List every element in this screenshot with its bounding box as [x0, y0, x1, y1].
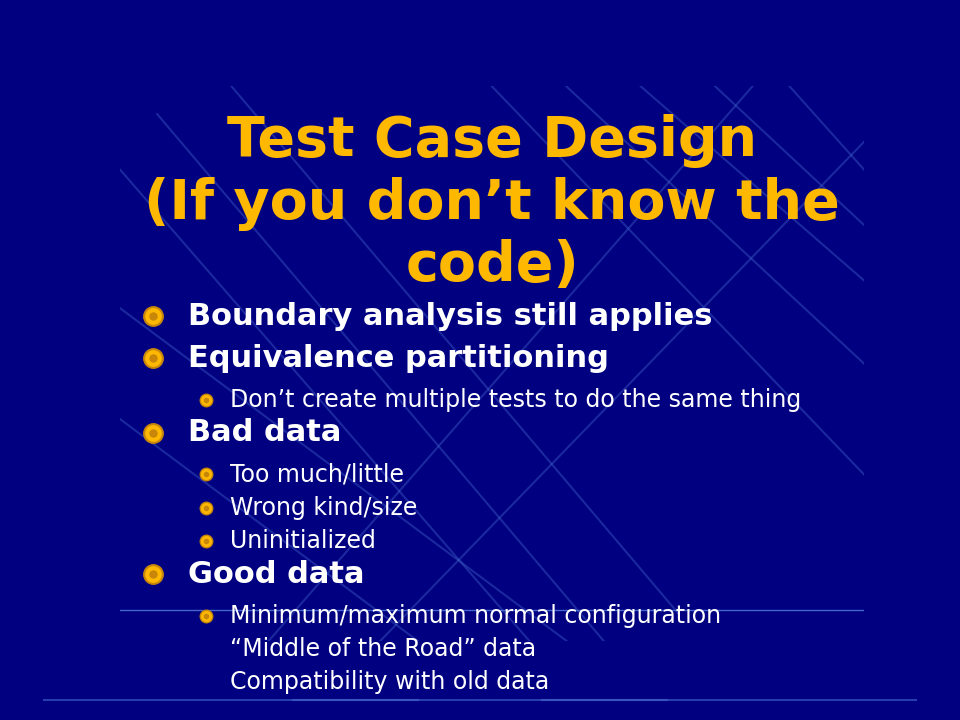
Text: Minimum/maximum normal configuration: Minimum/maximum normal configuration	[230, 604, 721, 628]
Text: Don’t create multiple tests to do the same thing: Don’t create multiple tests to do the sa…	[230, 387, 802, 412]
Text: Equivalence partitioning: Equivalence partitioning	[188, 343, 610, 372]
Text: Bad data: Bad data	[188, 418, 342, 447]
Text: Too much/little: Too much/little	[230, 462, 404, 487]
Text: Uninitialized: Uninitialized	[230, 529, 376, 553]
Text: Compatibility with old data: Compatibility with old data	[230, 670, 549, 694]
Text: Test Case Design
(If you don’t know the
code): Test Case Design (If you don’t know the …	[144, 114, 840, 293]
Text: Boundary analysis still applies: Boundary analysis still applies	[188, 302, 713, 331]
Text: Wrong kind/size: Wrong kind/size	[230, 496, 418, 520]
Text: Good data: Good data	[188, 559, 365, 589]
Text: “Middle of the Road” data: “Middle of the Road” data	[230, 637, 537, 661]
